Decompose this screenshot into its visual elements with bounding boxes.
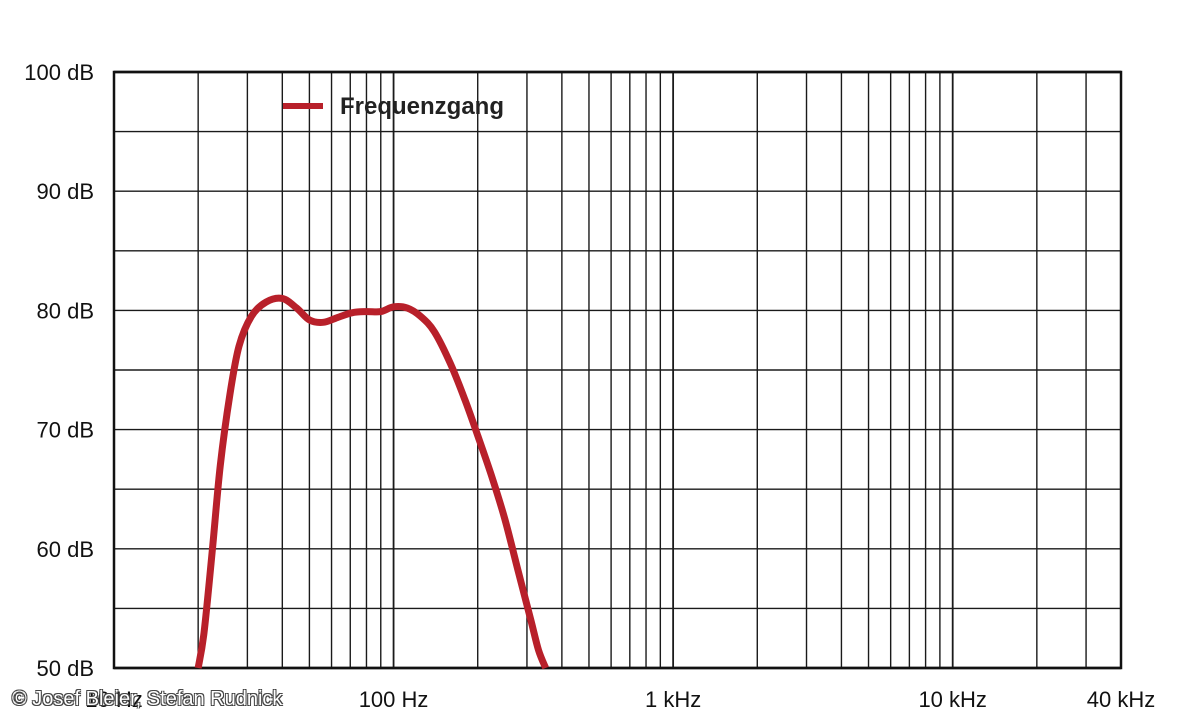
x-tick-label: 100 Hz: [359, 687, 429, 712]
legend: Frequenzgang: [283, 93, 504, 120]
plot-frame: [112, 70, 1123, 670]
x-tick-label: 1 kHz: [645, 687, 701, 712]
y-tick-label: 50 dB: [37, 656, 95, 681]
chart-grid: [112, 70, 1123, 670]
x-tick-label: 40 kHz: [1087, 687, 1155, 712]
y-tick-label: 90 dB: [37, 179, 95, 204]
y-tick-label: 60 dB: [37, 537, 95, 562]
legend-label: Frequenzgang: [340, 93, 504, 120]
x-tick-label: 10 Hz: [85, 687, 142, 712]
y-axis-tick-labels: 50 dB 60 dB 70 dB 80 dB 90 dB 100 dB: [24, 60, 94, 681]
series-line-frequenzgang: [194, 294, 549, 670]
y-tick-label: 80 dB: [37, 298, 95, 323]
image-credit: © Josef Bleier, Stefan Rudnick: [12, 688, 283, 710]
y-tick-label: 70 dB: [37, 418, 95, 443]
series-layer: [194, 294, 549, 670]
x-axis-tick-labels: 10 Hz 100 Hz 1 kHz 10 kHz 40 kHz: [85, 687, 1155, 712]
x-tick-label: 10 kHz: [918, 687, 986, 712]
y-tick-label: 100 dB: [24, 60, 94, 85]
